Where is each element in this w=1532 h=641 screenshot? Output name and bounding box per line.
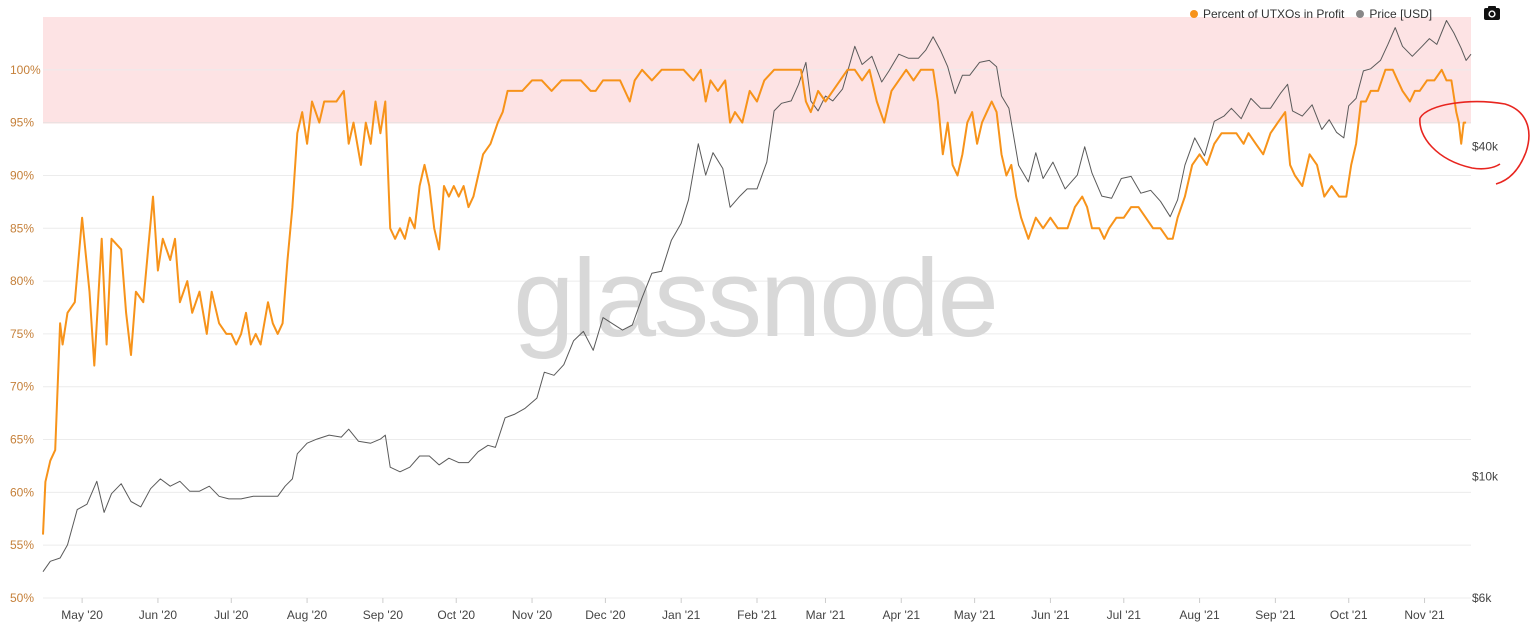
right-tick-label: $40k bbox=[1472, 140, 1499, 154]
x-tick-label: Sep '20 bbox=[363, 608, 404, 622]
legend-item-price[interactable]: Price [USD] bbox=[1356, 7, 1432, 21]
x-tick-label: Jul '20 bbox=[214, 608, 249, 622]
left-tick-label: 65% bbox=[10, 433, 34, 447]
annotation-circle bbox=[1419, 100, 1530, 185]
x-tick-label: Aug '21 bbox=[1179, 608, 1220, 622]
watermark: glassnode bbox=[513, 237, 997, 360]
right-axis-ticks: $6k $10k $40k bbox=[1472, 140, 1499, 605]
x-tick-label: Jun '21 bbox=[1031, 608, 1070, 622]
x-tick-label: Jul '21 bbox=[1107, 608, 1142, 622]
left-tick-label: 50% bbox=[10, 591, 34, 605]
hand-drawn-annotation bbox=[1419, 100, 1530, 185]
left-tick-label: 90% bbox=[10, 168, 34, 182]
left-tick-label: 95% bbox=[10, 116, 34, 130]
right-tick-label: $10k bbox=[1472, 469, 1499, 483]
left-tick-label: 70% bbox=[10, 380, 34, 394]
x-tick-label: Mar '21 bbox=[806, 608, 846, 622]
left-tick-label: 80% bbox=[10, 274, 34, 288]
left-tick-label: 60% bbox=[10, 485, 34, 499]
x-tick-label: Aug '20 bbox=[287, 608, 328, 622]
legend-item-utxo-profit[interactable]: Percent of UTXOs in Profit bbox=[1190, 7, 1344, 21]
x-tick-label: May '21 bbox=[954, 608, 996, 622]
x-tick-label: Oct '21 bbox=[1330, 608, 1368, 622]
left-tick-label: 85% bbox=[10, 221, 34, 235]
left-tick-label: 55% bbox=[10, 538, 34, 552]
legend: Percent of UTXOs in Profit Price [USD] bbox=[1190, 6, 1432, 22]
x-tick-label: Apr '21 bbox=[882, 608, 920, 622]
x-tick-label: Dec '20 bbox=[585, 608, 626, 622]
x-tick-label: Feb '21 bbox=[737, 608, 777, 622]
camera-icon[interactable] bbox=[1483, 5, 1501, 21]
price-series-line bbox=[42, 20, 1472, 572]
utxo-profit-series-line bbox=[42, 68, 1467, 535]
x-tick-label: Oct '20 bbox=[437, 608, 475, 622]
left-tick-label: 100% bbox=[10, 63, 41, 77]
legend-dot-icon bbox=[1190, 10, 1198, 18]
x-tick-label: Jun '20 bbox=[139, 608, 178, 622]
x-tick-label: Nov '20 bbox=[512, 608, 553, 622]
legend-dot-icon bbox=[1356, 10, 1365, 18]
x-axis-ticks: May '20 Jun '20 Jul '20 Aug '20 Sep '20 Oct '… bbox=[61, 598, 1445, 622]
left-tick-label: 75% bbox=[10, 327, 34, 341]
legend-label: Price [USD] bbox=[1369, 7, 1433, 21]
x-tick-label: May '20 bbox=[61, 608, 103, 622]
x-tick-label: Jan '21 bbox=[662, 608, 701, 622]
legend-label: Percent of UTXOs in Profit bbox=[1203, 7, 1345, 21]
x-tick-label: Nov '21 bbox=[1404, 608, 1445, 622]
left-axis-ticks: 50% 55% 60% 65% 70% 75% 80% 85% 90% 95% 100% bbox=[10, 63, 41, 605]
right-tick-label: $6k bbox=[1472, 591, 1492, 605]
x-tick-label: Sep '21 bbox=[1255, 608, 1296, 622]
